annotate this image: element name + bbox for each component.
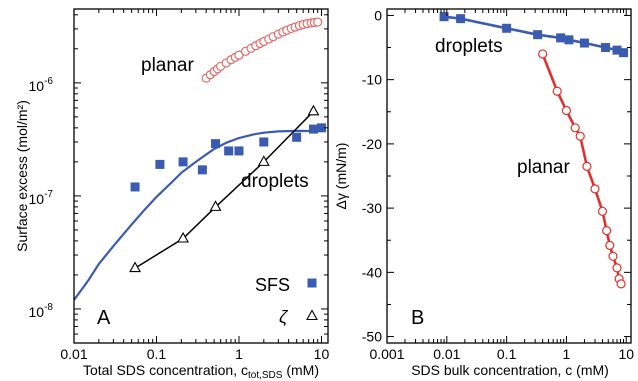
panel-a-sfs-point — [234, 146, 244, 156]
panel-a-sfs-point — [316, 123, 326, 133]
panel-a-droplets-label: droplets — [241, 171, 309, 192]
panel-a-sfs-point — [292, 132, 302, 142]
panel-b-y-tick-label: -40 — [362, 264, 382, 280]
panel-a-planar-point — [313, 17, 323, 27]
panel-b-y-tick-label: -50 — [362, 329, 382, 345]
panel-a-sfs-point — [197, 165, 207, 175]
panel-a-zeta-point — [177, 231, 190, 243]
panel-b-y-tick-label: -30 — [362, 200, 382, 216]
panel-b-x-axis-title: SDS bulk concentration, c (mM) — [411, 362, 609, 378]
panel-b: 0.001 0.01 0.1 1 10 0 -10 -20 -30 -40 -50 droplets… — [333, 7, 634, 378]
panel-b-droplets-point — [579, 38, 589, 48]
panel-b-planar-label: planar — [517, 157, 570, 178]
panel-a-legend: SFS ζ — [255, 275, 318, 327]
panel-b-x-tick-label: 0.001 — [369, 346, 404, 362]
panel-b-y-tick-label: -10 — [362, 72, 382, 88]
legend-sfs-marker — [307, 278, 317, 288]
panel-a-sfs-point — [155, 159, 165, 169]
panel-b-marks — [439, 12, 629, 289]
panel-b-planar-point — [612, 263, 622, 273]
panel-a-letter: A — [97, 307, 111, 329]
panel-b-x-tick-label: 0.01 — [433, 346, 460, 362]
panel-b-x-tick-label: 10 — [618, 346, 634, 362]
panel-b-planar-point — [575, 131, 585, 141]
panel-a-x-tick-label: 1 — [235, 346, 243, 362]
legend-sfs-label: SFS — [255, 275, 290, 295]
panel-a-sfs-point — [211, 139, 221, 149]
panel-b-droplets-point — [612, 45, 622, 55]
panel-b-droplets-label: droplets — [435, 36, 503, 57]
panel-a-fit-curve — [74, 129, 318, 301]
panel-b-droplets-point — [533, 30, 543, 40]
panel-a-marks — [74, 17, 326, 301]
panel-b-planar-point — [608, 251, 618, 261]
panel-a-y-tick-label: 10-8 — [29, 302, 54, 320]
panel-b-x-tick-label: 0.1 — [497, 346, 517, 362]
panel-b-planar-point — [590, 184, 600, 194]
panel-b-letter: B — [411, 307, 424, 329]
panel-b-y-tick-label: -20 — [362, 136, 382, 152]
panel-b-droplets-point — [439, 12, 449, 22]
panel-b-planar-point — [602, 225, 612, 236]
panel-b-planar-point — [538, 49, 548, 59]
panel-a-y-tick-label: 10-6 — [29, 76, 54, 94]
panel-b-y-tick-label: 0 — [374, 7, 382, 23]
panel-b-x-tick-label: 1 — [563, 346, 571, 362]
panel-b-frame — [386, 8, 632, 344]
panel-b-planar-point — [616, 279, 626, 289]
panel-b-droplets-point — [619, 48, 629, 58]
panel-b-droplets-point — [556, 33, 566, 43]
panel-b-planar-point — [597, 206, 608, 216]
panel-a-y-tick-label: 10-7 — [29, 189, 54, 207]
panel-a-x-axis-title: Total SDS concentration, ctot,SDS (mM) — [83, 362, 319, 381]
panel-a-sfs-point — [308, 124, 318, 134]
panel-b-droplets-point — [456, 14, 466, 24]
panel-b-planar-point — [561, 105, 572, 116]
panel-a-zeta-point — [257, 155, 270, 166]
panel-a-sfs-point — [259, 137, 269, 147]
panel-b-planar-point — [605, 240, 615, 250]
panel-a-sfs-point — [130, 182, 140, 192]
panel-b-planar-point — [582, 161, 592, 171]
panel-b-droplets-point — [502, 23, 512, 33]
panel-a-zeta-point — [129, 261, 142, 273]
panel-b-droplets-point — [601, 43, 611, 53]
panel-b-planar-point — [570, 123, 580, 133]
panel-a-y-axis-title: Surface excess (mol/m²) — [14, 100, 30, 252]
panel-a-sfs-point — [224, 146, 234, 156]
legend-zeta-label: ζ — [279, 307, 289, 327]
panel-b-axes: 0.001 0.01 0.1 1 10 0 -10 -20 -30 -40 -50 — [362, 7, 634, 362]
panel-a-zeta-point — [307, 104, 320, 116]
panel-a-planar-label: planar — [141, 55, 194, 76]
panel-a-x-tick-label: 0.1 — [147, 346, 167, 362]
panel-a-x-tick-label: 10 — [314, 346, 330, 362]
panel-b-planar-point — [552, 86, 562, 96]
legend-zeta-marker — [306, 309, 318, 321]
panel-a-frame — [73, 8, 329, 344]
panel-a-zeta-point — [209, 200, 222, 211]
panel-a-x-tick-label: 0.01 — [60, 346, 87, 362]
panel-b-y-axis-title: Δγ (mN/m) — [333, 143, 349, 210]
panel-b-droplets-point — [564, 35, 574, 45]
panel-a: 0.01 0.1 1 10 10-8 10-7 10-6 planar droplets A… — [14, 8, 330, 381]
panel-a-sfs-point — [178, 157, 188, 167]
